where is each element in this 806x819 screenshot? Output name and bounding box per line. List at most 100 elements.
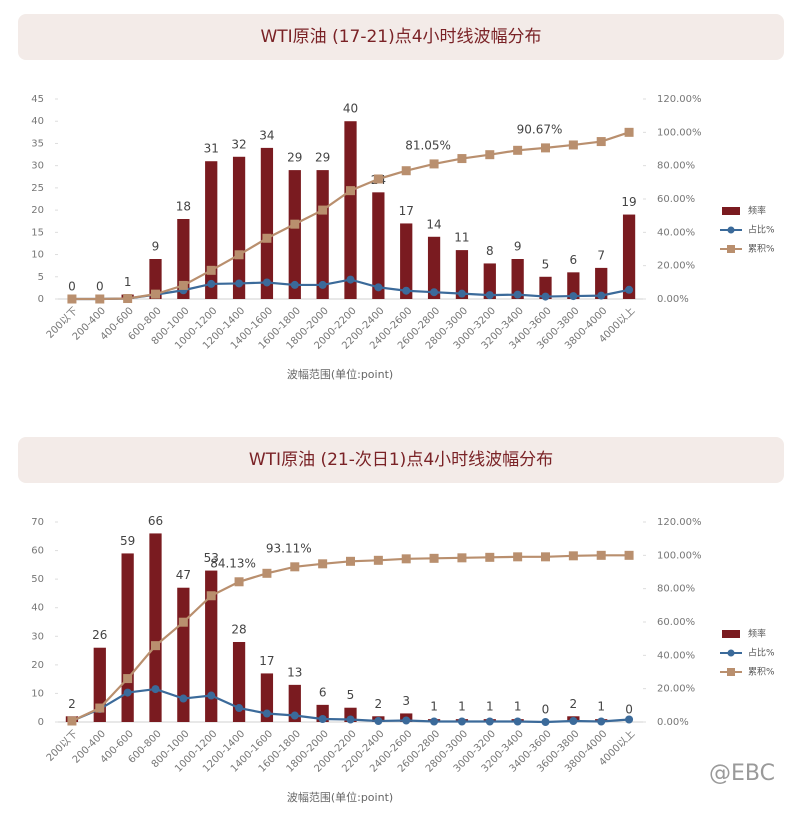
marker <box>262 568 272 578</box>
bar-value-label: 17 <box>259 654 274 668</box>
marker <box>625 715 634 724</box>
bar-value-label: 0 <box>96 280 104 294</box>
marker <box>346 715 355 724</box>
y2-tick-label: 20.00% <box>657 261 695 272</box>
marker <box>513 290 522 299</box>
marker <box>624 550 634 560</box>
bar <box>400 223 413 299</box>
bar-value-label: 0 <box>625 703 633 717</box>
bar-value-label: 28 <box>231 623 246 637</box>
legend-label: 频率 <box>748 205 766 217</box>
marker <box>290 711 299 720</box>
bar <box>260 147 274 299</box>
marker <box>597 291 606 300</box>
marker <box>262 709 271 718</box>
marker <box>485 291 494 300</box>
y-tick-label: 15 <box>31 227 44 238</box>
bar <box>511 259 524 299</box>
line-value-label: 81.05% <box>405 138 451 152</box>
marker <box>373 555 383 565</box>
marker <box>290 219 300 229</box>
marker <box>485 552 495 562</box>
marker <box>513 717 522 726</box>
marker <box>178 280 188 290</box>
marker <box>430 288 439 297</box>
bar <box>622 214 636 299</box>
y-tick-label: 10 <box>31 250 44 261</box>
marker <box>568 551 578 561</box>
bar-value-label: 6 <box>319 685 327 699</box>
y2-tick-label: 20.00% <box>657 684 695 695</box>
marker <box>597 717 606 726</box>
legend-label: 占比% <box>748 224 775 236</box>
marker <box>373 174 383 184</box>
bar-value-label: 11 <box>454 231 469 245</box>
bar-value-label: 1 <box>514 700 522 714</box>
marker <box>123 688 132 697</box>
bar-value-label: 5 <box>542 257 550 271</box>
legend-label: 频率 <box>748 628 766 640</box>
bar-value-label: 2 <box>570 697 578 711</box>
y2-tick-label: 60.00% <box>657 617 695 628</box>
y-tick-label: 50 <box>31 574 44 585</box>
y-tick-label: 40 <box>31 603 44 614</box>
marker <box>402 286 411 295</box>
marker <box>596 137 606 147</box>
marker <box>151 289 160 299</box>
y2-tick-label: 40.00% <box>657 227 695 238</box>
bar <box>372 192 385 299</box>
marker <box>457 553 467 563</box>
marker <box>485 717 494 726</box>
y-tick-label: 25 <box>31 183 44 194</box>
marker <box>318 205 328 215</box>
marker <box>206 265 216 275</box>
bar-value-label: 6 <box>570 253 578 267</box>
marker <box>346 275 355 284</box>
legend-swatch <box>722 207 740 215</box>
bar <box>149 259 162 299</box>
marker <box>402 716 411 725</box>
marker <box>401 554 411 564</box>
x-axis-title: 波幅范围(单位:point) <box>287 790 393 804</box>
marker <box>541 143 550 153</box>
bar-value-label: 31 <box>204 142 219 156</box>
bar-value-label: 32 <box>231 137 246 151</box>
marker <box>151 685 160 694</box>
bar <box>121 553 134 722</box>
y2-tick-label: 80.00% <box>657 584 695 595</box>
y2-tick-label: 120.00% <box>657 94 702 105</box>
line-value-label: 90.67% <box>517 122 563 136</box>
legend-marker <box>727 649 735 657</box>
marker <box>625 285 634 294</box>
y-tick-label: 20 <box>31 205 44 216</box>
bar-value-label: 19 <box>621 195 636 209</box>
marker <box>513 145 523 155</box>
chart-title: WTI原油 (17-21)点4小时线波幅分布 <box>260 27 541 47</box>
marker <box>67 716 77 726</box>
marker <box>179 694 188 703</box>
y-tick-label: 20 <box>31 660 44 671</box>
bar <box>455 250 469 299</box>
bar-value-label: 1 <box>124 275 132 289</box>
bar-value-label: 29 <box>287 151 302 165</box>
watermark: @EBC <box>709 761 775 786</box>
marker <box>457 289 466 298</box>
legend-label: 占比% <box>748 647 775 659</box>
bar-value-label: 40 <box>343 102 358 116</box>
y2-tick-label: 120.00% <box>657 517 702 528</box>
bar <box>149 533 162 722</box>
bar <box>260 673 274 722</box>
bar-value-label: 47 <box>176 568 191 582</box>
marker <box>207 691 216 700</box>
marker <box>318 715 327 723</box>
marker <box>541 292 550 301</box>
bar-value-label: 8 <box>486 244 494 258</box>
marker <box>262 278 271 287</box>
legend-swatch <box>722 630 740 638</box>
y-tick-label: 60 <box>31 546 44 557</box>
marker <box>234 250 244 260</box>
y-tick-label: 10 <box>31 688 44 699</box>
bar-value-label: 2 <box>68 697 76 711</box>
y2-tick-label: 100.00% <box>657 550 702 561</box>
marker <box>67 294 77 304</box>
